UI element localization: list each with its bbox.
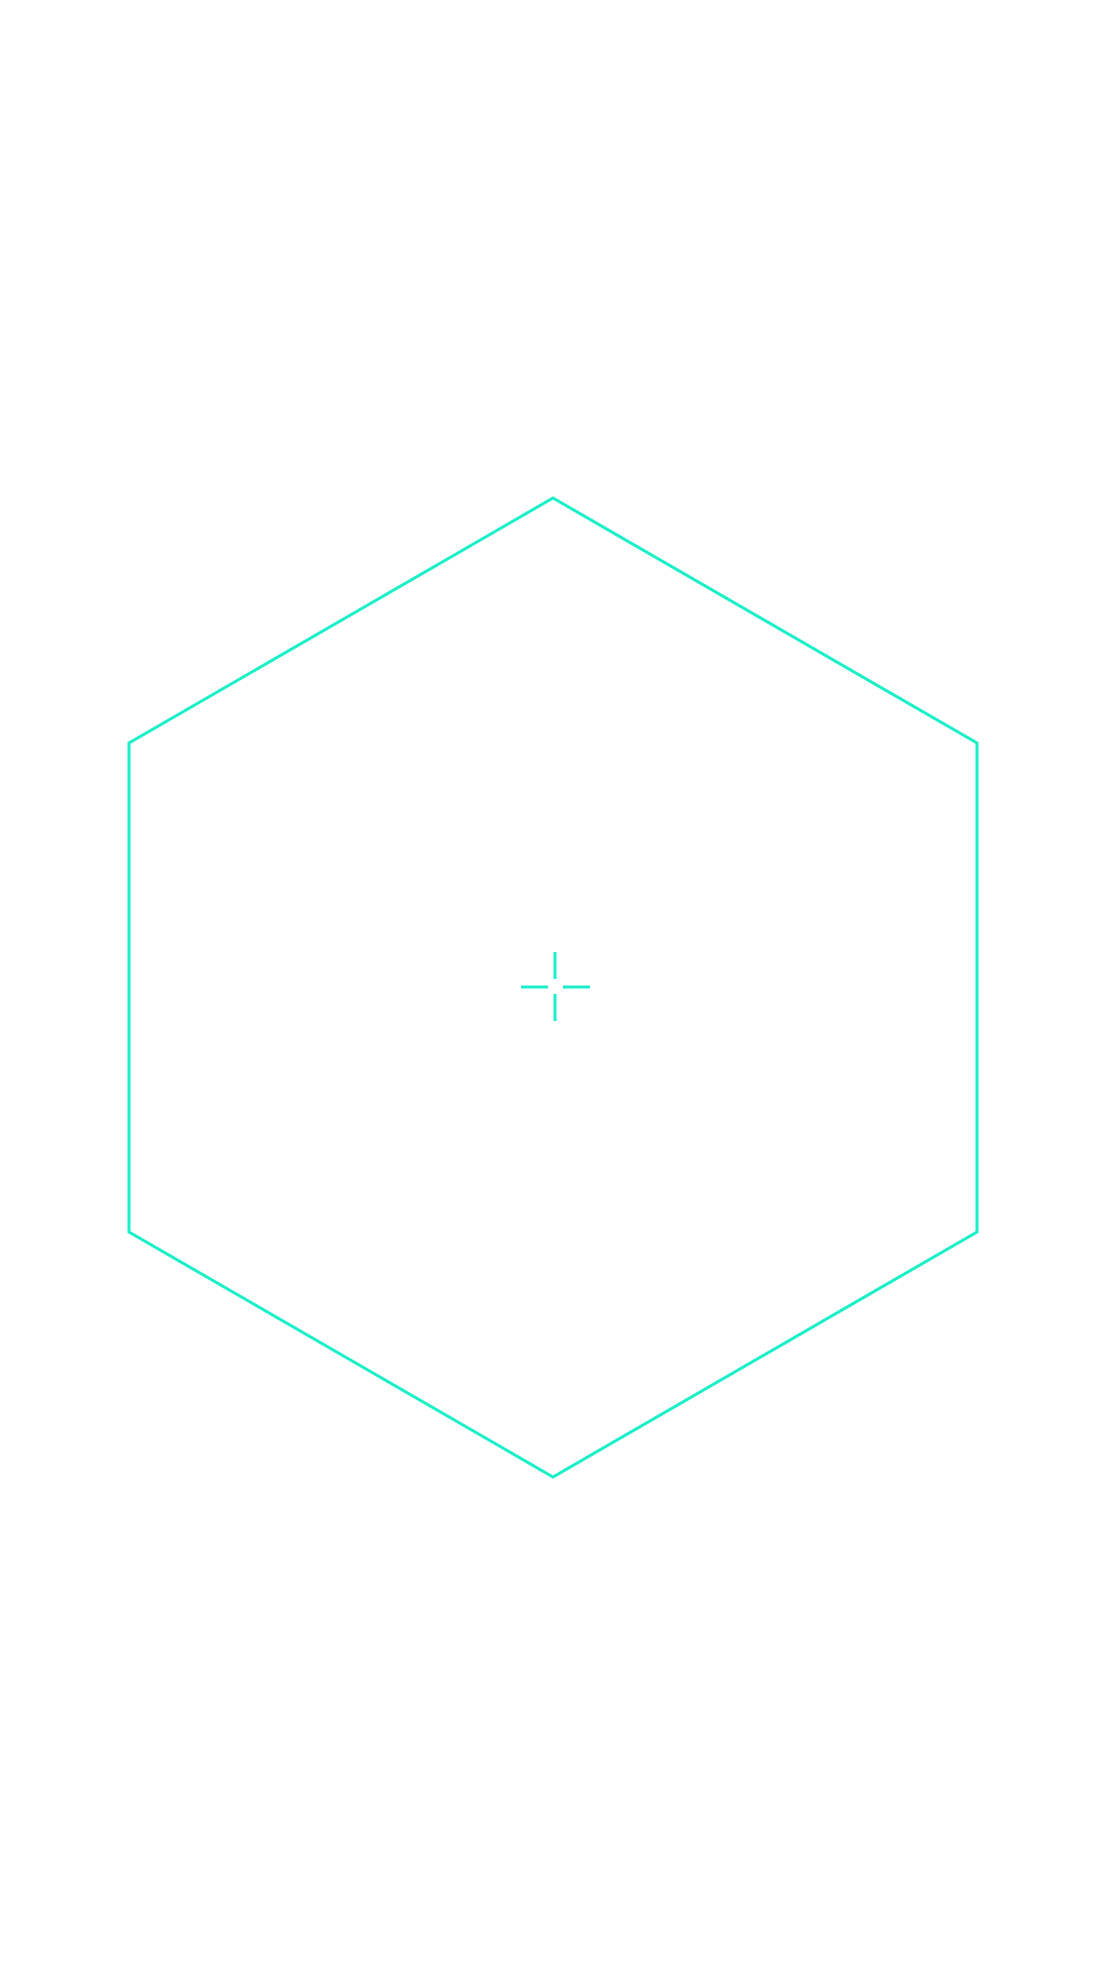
- crosshair-icon[interactable]: [521, 952, 590, 1021]
- hexagon-frame[interactable]: [127, 496, 979, 1479]
